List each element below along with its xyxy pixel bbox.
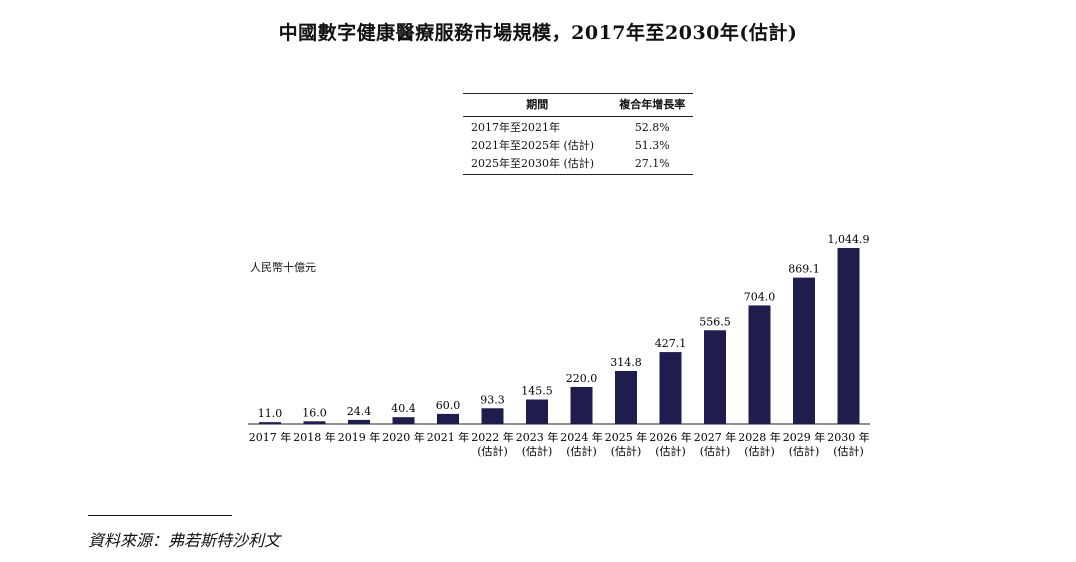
x-tick-label: (估計) bbox=[655, 444, 686, 458]
x-tick-label: 2019 年 bbox=[338, 430, 381, 444]
bar-value-label: 24.4 bbox=[347, 405, 372, 418]
bar-value-label: 145.5 bbox=[521, 384, 553, 397]
bar bbox=[348, 419, 370, 424]
bar-value-label: 869.1 bbox=[788, 263, 820, 276]
cagr-table-header-row: 期間 複合年增長率 bbox=[463, 93, 693, 117]
x-tick-label: 2021 年 bbox=[427, 430, 470, 444]
bar-value-label: 60.0 bbox=[436, 399, 461, 412]
x-tick-label: (估計) bbox=[566, 444, 597, 458]
x-tick-label: 2025 年 bbox=[605, 430, 648, 444]
bar bbox=[837, 248, 860, 424]
bar-value-label: 220.0 bbox=[566, 372, 598, 385]
cagr-table: 期間 複合年增長率 2017年至2021年 52.8% 2021年至2025年 … bbox=[463, 93, 693, 175]
bar-value-label: 1,044.9 bbox=[828, 233, 870, 246]
bar bbox=[259, 422, 281, 424]
bar bbox=[481, 408, 504, 424]
x-tick-label: (估計) bbox=[744, 444, 775, 458]
cagr-rate: 52.8% bbox=[634, 121, 670, 134]
bar bbox=[615, 370, 637, 424]
bar-value-label: 16.0 bbox=[302, 406, 327, 419]
cagr-period: 2017年至2021年 bbox=[471, 121, 560, 134]
bar bbox=[303, 421, 326, 424]
footer-divider bbox=[88, 515, 232, 516]
bar bbox=[437, 413, 459, 424]
x-tick-label: 2029 年 bbox=[783, 430, 826, 444]
bar bbox=[748, 305, 771, 424]
x-tick-label: (估計) bbox=[611, 444, 642, 458]
x-tick-label: (估計) bbox=[833, 444, 864, 458]
table-row: 2021年至2025年 (估計) 51.3% bbox=[463, 137, 693, 155]
x-tick-label: 2023 年 bbox=[516, 430, 559, 444]
cagr-period: 2025年至2030年 (估計) bbox=[463, 155, 612, 175]
x-tick-label: 2020 年 bbox=[382, 430, 425, 444]
bar bbox=[570, 386, 593, 424]
bar bbox=[659, 352, 682, 424]
x-tick-label: (估計) bbox=[789, 444, 820, 458]
bar bbox=[392, 417, 415, 424]
x-tick-label: (估計) bbox=[700, 444, 731, 458]
bar-value-label: 314.8 bbox=[610, 356, 642, 369]
x-tick-label: 2018 年 bbox=[293, 430, 336, 444]
x-tick-label: 2030 年 bbox=[827, 430, 870, 444]
x-tick-label: (估計) bbox=[522, 444, 553, 458]
page-title: 中國數字健康醫療服務市場規模，2017年至2030年(估計) bbox=[278, 22, 798, 44]
x-tick-label: 2027 年 bbox=[694, 430, 737, 444]
x-tick-label: 2026 年 bbox=[649, 430, 692, 444]
x-tick-label: (估計) bbox=[477, 444, 508, 458]
bar-value-label: 704.0 bbox=[744, 290, 776, 303]
x-tick-label: 2028 年 bbox=[738, 430, 781, 444]
bar bbox=[526, 399, 548, 424]
x-tick-label: 2024 年 bbox=[560, 430, 603, 444]
cagr-header-period: 期間 bbox=[463, 93, 612, 117]
y-axis-unit-label: 人民幣十億元 bbox=[250, 261, 316, 274]
bar-value-label: 40.4 bbox=[391, 402, 416, 415]
table-row: 2017年至2021年 52.8% bbox=[463, 117, 693, 138]
bar bbox=[793, 277, 815, 424]
cagr-rate: 27.1% bbox=[611, 155, 693, 175]
bar-value-label: 93.3 bbox=[480, 393, 505, 406]
source-note: 資料來源：弗若斯特沙利文 bbox=[88, 531, 281, 550]
bar bbox=[704, 330, 726, 424]
bar-value-label: 556.5 bbox=[699, 315, 731, 328]
x-tick-label: 2022 年 bbox=[471, 430, 514, 444]
table-row: 2025年至2030年 (估計) 27.1% bbox=[463, 155, 693, 175]
cagr-header-rate: 複合年增長率 bbox=[611, 93, 693, 117]
x-tick-label: 2017 年 bbox=[249, 430, 292, 444]
cagr-rate: 51.3% bbox=[634, 139, 670, 152]
bar-value-label: 11.0 bbox=[258, 407, 283, 420]
bar-value-label: 427.1 bbox=[655, 337, 687, 350]
cagr-period: 2021年至2025年 (估計) bbox=[471, 139, 595, 152]
